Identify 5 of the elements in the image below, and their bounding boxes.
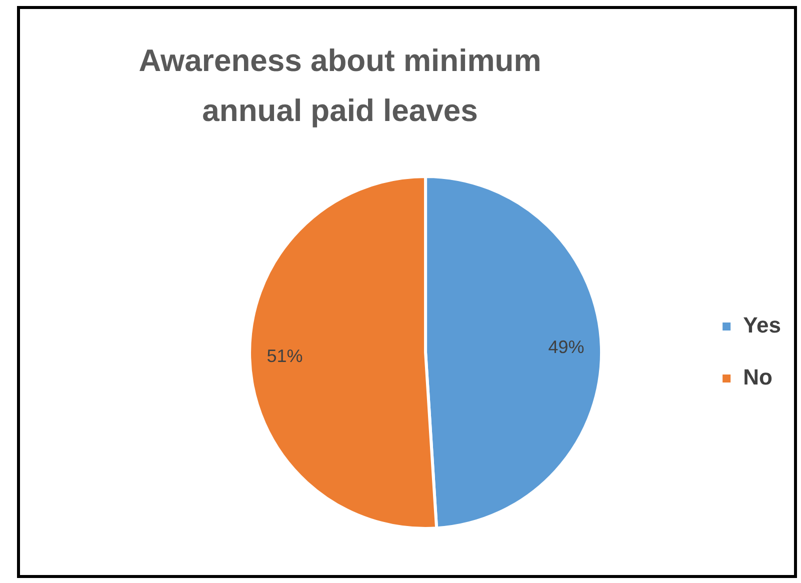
legend-label: Yes bbox=[743, 312, 782, 338]
chart-title: Awareness about minimum annual paid leaves bbox=[138, 42, 542, 130]
data-label: 49% bbox=[548, 337, 584, 358]
data-label: 51% bbox=[266, 346, 303, 366]
legend-label: No bbox=[743, 364, 772, 390]
